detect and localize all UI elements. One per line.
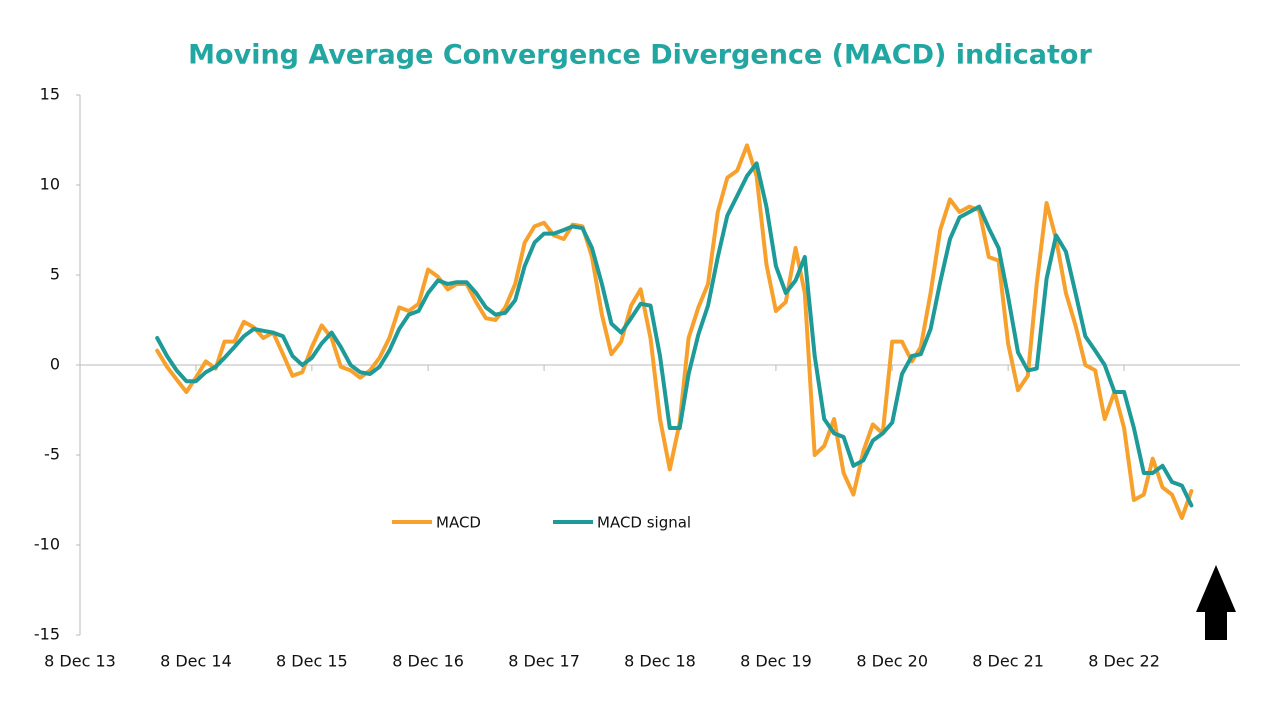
x-tick-label: 8 Dec 17 (508, 652, 580, 671)
arrow-shaft (1205, 610, 1227, 640)
y-tick-label: -5 (44, 445, 60, 464)
x-tick-label: 8 Dec 20 (856, 652, 928, 671)
arrow-head (1196, 565, 1236, 612)
y-tick-label: 15 (40, 85, 60, 104)
y-tick-label: 5 (50, 265, 60, 284)
x-tick-label: 8 Dec 18 (624, 652, 696, 671)
x-tick-label: 8 Dec 21 (972, 652, 1044, 671)
y-tick-label: 0 (50, 355, 60, 374)
x-tick-label: 8 Dec 16 (392, 652, 464, 671)
legend-label: MACD (436, 514, 481, 532)
y-tick-label: -15 (34, 625, 60, 644)
x-tick-label: 8 Dec 15 (276, 652, 348, 671)
x-tick-label: 8 Dec 13 (44, 652, 116, 671)
legend-label: MACD signal (597, 514, 691, 532)
series-line (155, 143, 1194, 520)
x-tick-label: 8 Dec 19 (740, 652, 812, 671)
series-line (155, 161, 1194, 508)
y-tick-label: -10 (34, 535, 60, 554)
chart-title: Moving Average Convergence Divergence (M… (188, 40, 1092, 71)
x-tick-label: 8 Dec 14 (160, 652, 232, 671)
y-tick-label: 10 (40, 175, 60, 194)
arrow-icon (1196, 565, 1236, 640)
x-tick-label: 8 Dec 22 (1088, 652, 1160, 671)
